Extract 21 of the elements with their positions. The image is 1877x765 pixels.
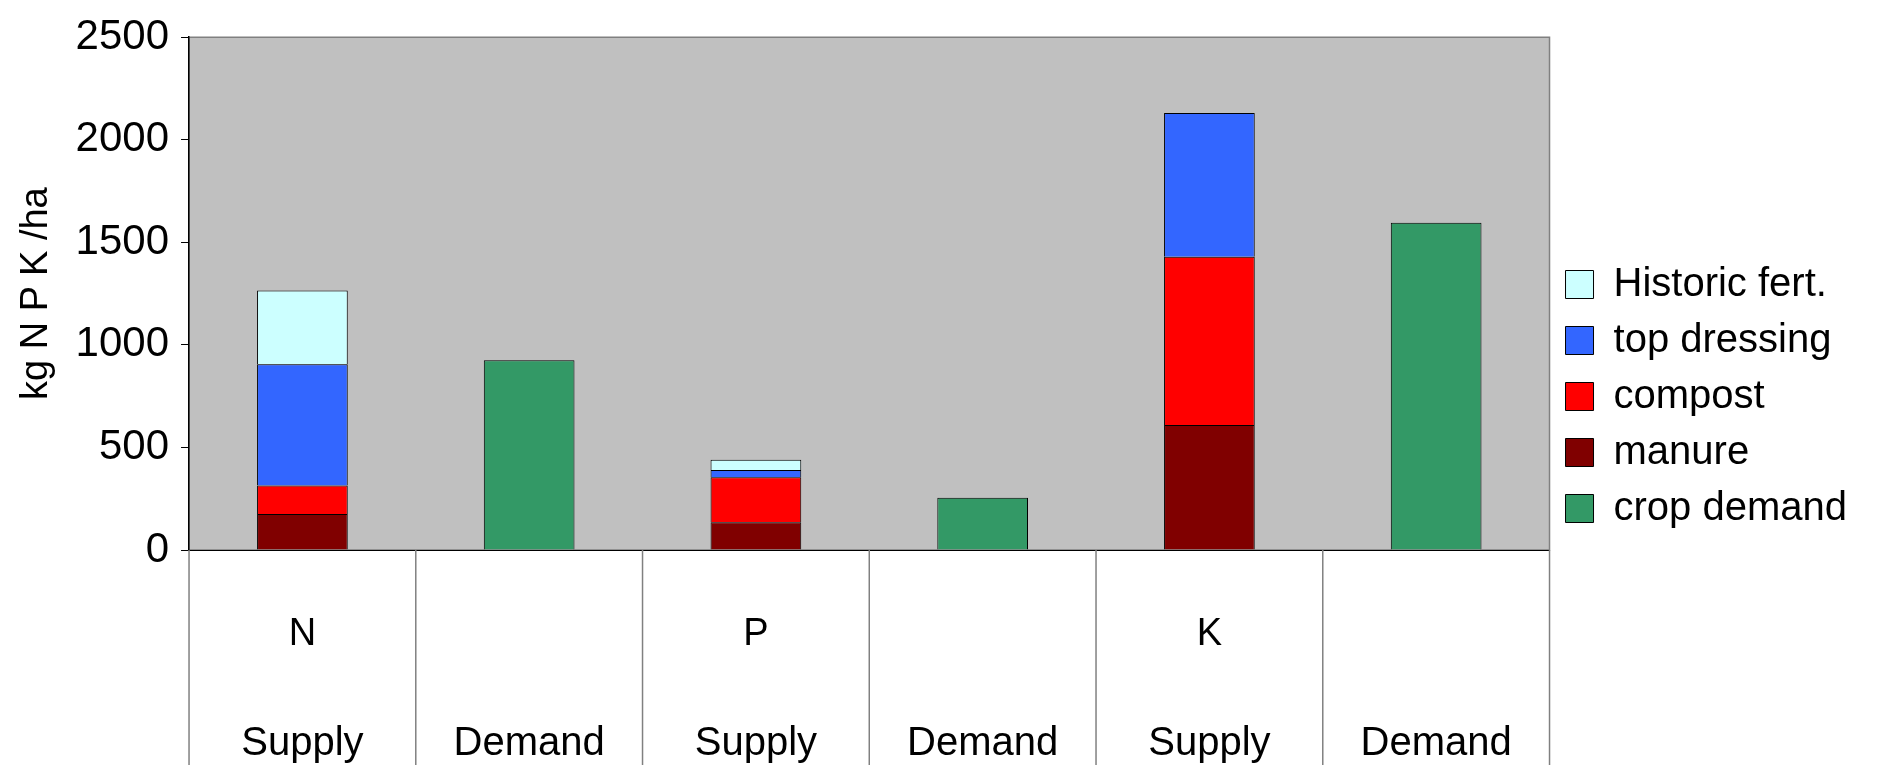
- y-tick-label: 0: [145, 523, 170, 571]
- y-tick-label: 1500: [75, 215, 170, 263]
- legend-label: crop demand: [1613, 483, 1848, 528]
- legend-label: Historic fert.: [1613, 259, 1827, 304]
- x-tick-label: Demand: [453, 719, 605, 764]
- x-tick-label: Demand: [1360, 719, 1512, 764]
- text: K: [1196, 611, 1223, 654]
- y-tick-label: 1000: [75, 318, 170, 366]
- y-tick-label: 2500: [75, 10, 170, 58]
- legend-label: top dressing: [1613, 315, 1832, 360]
- x-tick-label: Supply: [694, 719, 818, 764]
- text: N: [288, 611, 317, 654]
- legend-label: compost: [1613, 371, 1765, 416]
- y-tick-label: 500: [98, 421, 170, 469]
- legend-label: manure: [1613, 427, 1750, 472]
- text: P: [743, 611, 769, 654]
- y-axis-title: kg N P K /ha: [13, 186, 56, 400]
- x-tick-label: Supply: [241, 719, 364, 764]
- y-tick-label: 2000: [75, 113, 170, 161]
- x-tick-label: Demand: [907, 719, 1059, 764]
- x-tick-label: Supply: [1148, 719, 1271, 764]
